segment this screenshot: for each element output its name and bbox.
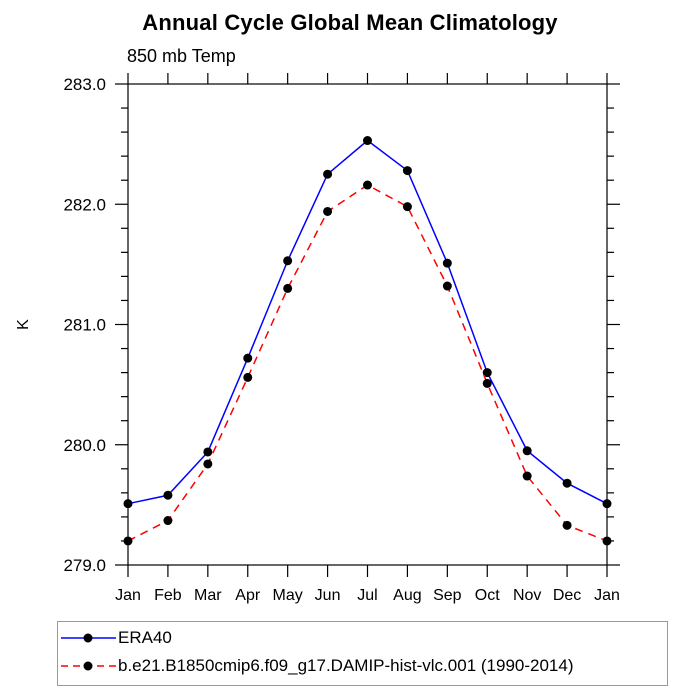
y-tick-label: 281.0 bbox=[63, 316, 106, 335]
x-tick-label: Jan bbox=[594, 587, 620, 604]
legend-label-era40: ERA40 bbox=[118, 628, 172, 647]
data-point-marker bbox=[522, 471, 532, 481]
x-tick-label: Oct bbox=[475, 587, 500, 604]
x-tick-label: Mar bbox=[194, 587, 222, 604]
series-line-1 bbox=[127, 184, 608, 542]
legend-entry-era40: ERA40 bbox=[60, 627, 172, 649]
series-line-0 bbox=[127, 139, 608, 505]
legend-line-sample-solid-blue-icon bbox=[61, 633, 116, 643]
x-tick-label: May bbox=[273, 587, 303, 604]
data-point-marker bbox=[283, 256, 293, 266]
data-point-marker bbox=[323, 169, 333, 179]
data-point-marker bbox=[602, 499, 612, 509]
data-point-marker bbox=[562, 520, 572, 530]
data-point-marker bbox=[363, 136, 372, 146]
x-tick-label: Jan bbox=[115, 587, 141, 604]
x-tick-label: Jun bbox=[315, 587, 341, 604]
data-point-marker bbox=[123, 536, 133, 546]
legend-box: ERA40 b.e21.B1850cmip6.f09_g17.DAMIP-his… bbox=[57, 621, 668, 686]
data-point-marker bbox=[163, 516, 173, 526]
data-point-marker bbox=[243, 372, 253, 382]
data-point-marker bbox=[442, 281, 452, 291]
data-point-marker bbox=[402, 166, 412, 176]
data-point-marker bbox=[323, 206, 333, 216]
y-tick-label: 282.0 bbox=[63, 195, 106, 214]
data-point-marker bbox=[203, 459, 213, 469]
data-point-marker bbox=[482, 368, 492, 378]
chart-subtitle: 850 mb Temp bbox=[127, 46, 236, 66]
data-point-marker bbox=[562, 478, 572, 488]
y-tick-label: 279.0 bbox=[63, 556, 106, 575]
x-tick-label: Dec bbox=[553, 587, 581, 604]
data-point-marker bbox=[442, 258, 452, 268]
legend-entry-model: b.e21.B1850cmip6.f09_g17.DAMIP-hist-vlc.… bbox=[60, 655, 574, 677]
legend-line-sample-dashed-red-icon bbox=[61, 661, 116, 671]
x-tick-label: Feb bbox=[154, 587, 182, 604]
data-point-marker bbox=[602, 536, 612, 546]
data-point-marker bbox=[243, 353, 253, 363]
x-tick-label: Sep bbox=[433, 587, 462, 604]
legend-label-model: b.e21.B1850cmip6.f09_g17.DAMIP-hist-vlc.… bbox=[118, 656, 574, 675]
y-tick-label: 283.0 bbox=[63, 75, 106, 94]
data-point-marker bbox=[283, 283, 293, 293]
plot-frame bbox=[127, 83, 608, 566]
x-tick-label: Apr bbox=[235, 587, 261, 604]
y-axis-label: K bbox=[15, 319, 32, 330]
x-tick-label: Jul bbox=[357, 587, 377, 604]
x-tick-label: Nov bbox=[513, 587, 541, 604]
data-point-marker bbox=[522, 446, 532, 456]
data-point-marker bbox=[482, 378, 492, 388]
data-point-marker bbox=[203, 447, 213, 457]
page-title: Annual Cycle Global Mean Climatology bbox=[142, 10, 558, 35]
data-point-marker bbox=[402, 202, 412, 212]
data-point-marker bbox=[163, 490, 173, 500]
data-point-marker bbox=[123, 499, 133, 509]
data-point-marker bbox=[363, 180, 372, 190]
y-tick-label: 280.0 bbox=[63, 436, 106, 455]
x-tick-label: Aug bbox=[393, 587, 421, 604]
